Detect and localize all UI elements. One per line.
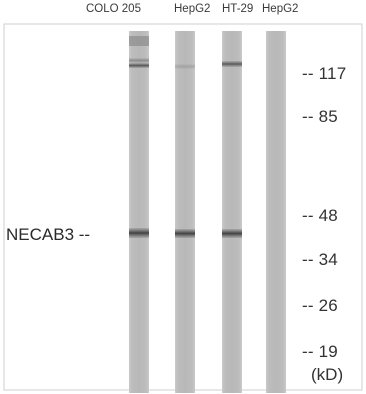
necab3-band-lane-1 (129, 228, 149, 238)
necab3-band-lane-3 (222, 229, 242, 238)
mw-marker-85: -- 85 (302, 107, 338, 126)
lane-label-2: HepG2 (174, 3, 211, 15)
mw-marker-26: -- 26 (302, 296, 338, 315)
lane-1 (129, 31, 149, 393)
mw-marker-34: -- 34 (302, 250, 338, 269)
unit-label: (kD) (311, 365, 344, 384)
lane-4 (266, 31, 286, 393)
mw-marker-19: -- 19 (302, 342, 338, 361)
lane-3 (222, 31, 242, 393)
mw-marker-48: -- 48 (302, 206, 338, 225)
lane-2 (175, 31, 195, 393)
lane-label-3: HT-29 (222, 3, 254, 15)
lane-label-4: HepG2 (262, 3, 299, 15)
lane-label-1: COLO 205 (86, 3, 141, 15)
mw-marker-117: -- 117 (302, 64, 347, 83)
necab3-band-lane-2 (175, 229, 195, 238)
protein-label: NECAB3 -- (6, 225, 91, 244)
